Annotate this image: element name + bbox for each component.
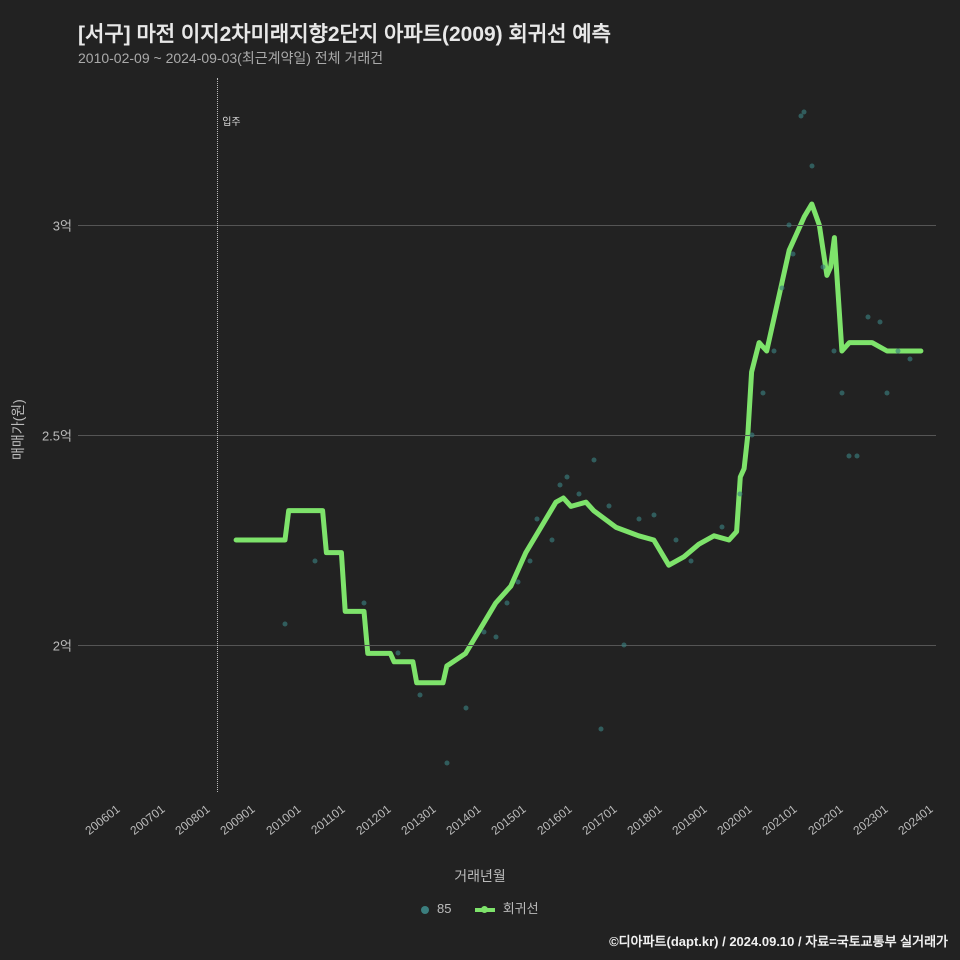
scatter-point: [802, 109, 807, 114]
gridline-h: [78, 435, 936, 436]
x-tick-label: 200901: [218, 802, 258, 838]
legend-scatter-label: 85: [437, 901, 451, 916]
scatter-point: [576, 491, 581, 496]
x-tick-label: 201201: [353, 802, 393, 838]
scatter-point: [798, 113, 803, 118]
legend-line-label: 회귀선: [503, 901, 539, 916]
x-tick-label: 202301: [850, 802, 890, 838]
scatter-point: [651, 512, 656, 517]
scatter-point: [565, 475, 570, 480]
x-tick-label: 201001: [263, 802, 303, 838]
x-tick-label: 201401: [444, 802, 484, 838]
scatter-point: [832, 349, 837, 354]
legend-item-line: 회귀선: [475, 898, 539, 917]
scatter-point: [313, 559, 318, 564]
x-tick-label: 202101: [760, 802, 800, 838]
plot-area: 입주: [78, 78, 936, 792]
chart-container: [서구] 마전 이지2차미래지향2단지 아파트(2009) 회귀선 예측 201…: [0, 0, 960, 960]
scatter-point: [809, 164, 814, 169]
chart-subtitle: 2010-02-09 ~ 2024-09-03(최근계약일) 전체 거래건: [78, 48, 383, 68]
scatter-point: [839, 391, 844, 396]
scatter-point: [749, 433, 754, 438]
scatter-point: [772, 349, 777, 354]
scatter-point: [787, 223, 792, 228]
scatter-point: [591, 458, 596, 463]
regression-line: [236, 204, 921, 683]
chart-footer: ©디아파트(dapt.kr) / 2024.09.10 / 자료=국토교통부 실…: [609, 931, 948, 950]
x-tick-label: 201701: [579, 802, 619, 838]
scatter-point: [719, 525, 724, 530]
x-axis-label: 거래년월: [0, 866, 960, 886]
legend-item-scatter: 85: [421, 901, 451, 916]
legend-line-marker: [475, 908, 495, 912]
scatter-point: [791, 252, 796, 257]
x-tick-label: 201601: [534, 802, 574, 838]
y-tick-label: 2억: [53, 636, 72, 655]
scatter-point: [550, 538, 555, 543]
scatter-point: [885, 391, 890, 396]
gridline-h: [78, 645, 936, 646]
legend-scatter-marker: [421, 906, 429, 914]
scatter-point: [535, 517, 540, 522]
y-tick-label: 3억: [53, 216, 72, 235]
scatter-point: [907, 357, 912, 362]
y-tick-label: 2.5억: [42, 426, 72, 445]
scatter-point: [418, 693, 423, 698]
scatter-point: [599, 727, 604, 732]
x-tick-label: 201301: [399, 802, 439, 838]
scatter-point: [847, 454, 852, 459]
scatter-point: [516, 580, 521, 585]
scatter-point: [482, 630, 487, 635]
reference-vline-label: 입주: [222, 113, 240, 128]
reference-vline: [217, 78, 218, 792]
x-tick-label: 202201: [805, 802, 845, 838]
x-tick-label: 200601: [82, 802, 122, 838]
scatter-point: [362, 601, 367, 606]
scatter-point: [896, 349, 901, 354]
scatter-point: [395, 651, 400, 656]
x-tick-label: 201801: [624, 802, 664, 838]
scatter-point: [557, 483, 562, 488]
y-axis-label: 매매가(원): [8, 399, 28, 460]
scatter-point: [760, 391, 765, 396]
legend: 85 회귀선: [0, 898, 960, 917]
scatter-point: [779, 286, 784, 291]
scatter-point: [621, 643, 626, 648]
x-tick-label: 201501: [489, 802, 529, 838]
gridline-h: [78, 225, 936, 226]
scatter-point: [689, 559, 694, 564]
scatter-point: [527, 559, 532, 564]
scatter-point: [505, 601, 510, 606]
scatter-point: [463, 706, 468, 711]
x-tick-label: 201101: [308, 802, 347, 837]
scatter-point: [674, 538, 679, 543]
x-tick-label: 200801: [173, 802, 213, 838]
x-tick-label: 202401: [895, 802, 935, 838]
scatter-point: [636, 517, 641, 522]
scatter-point: [444, 760, 449, 765]
scatter-point: [738, 491, 743, 496]
chart-title: [서구] 마전 이지2차미래지향2단지 아파트(2009) 회귀선 예측: [78, 18, 611, 48]
scatter-point: [866, 315, 871, 320]
x-tick-label: 202001: [715, 802, 755, 838]
x-tick-label: 200701: [128, 802, 168, 838]
scatter-point: [821, 265, 826, 270]
scatter-point: [606, 504, 611, 509]
scatter-point: [877, 319, 882, 324]
scatter-point: [493, 634, 498, 639]
scatter-point: [282, 622, 287, 627]
scatter-point: [854, 454, 859, 459]
x-tick-label: 201901: [670, 802, 710, 838]
